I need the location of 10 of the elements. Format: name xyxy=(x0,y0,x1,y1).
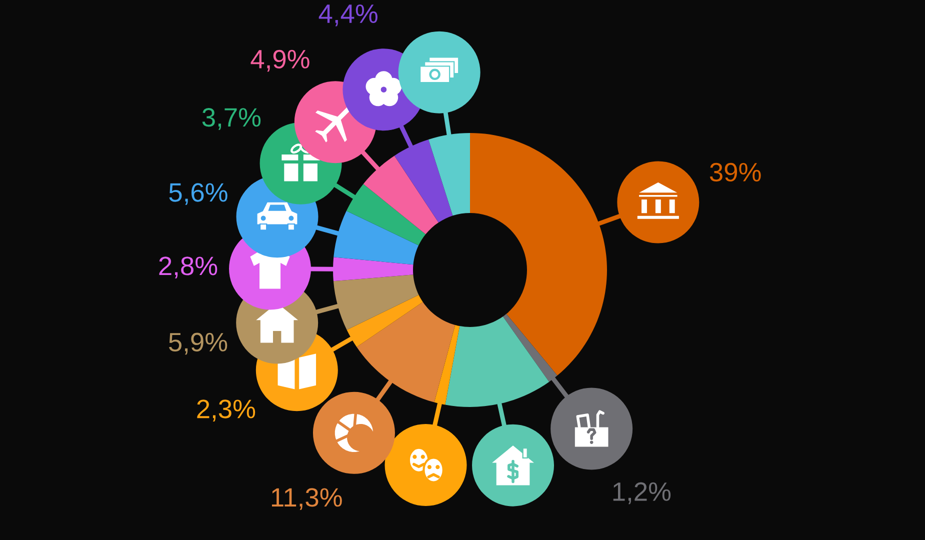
data-label: 4,4% xyxy=(318,4,378,26)
data-label: 5,6% xyxy=(169,183,228,205)
data-label: 11,3% xyxy=(272,488,342,510)
data-label: 2,3% xyxy=(197,400,256,422)
data-label: 2,8% xyxy=(159,256,218,278)
data-label: 1,2% xyxy=(613,482,671,504)
data-label: 4,9% xyxy=(250,50,310,72)
data-label: 3,7% xyxy=(202,108,261,130)
data-label: 5,9% xyxy=(168,332,228,355)
data-label: 39% xyxy=(710,162,761,182)
